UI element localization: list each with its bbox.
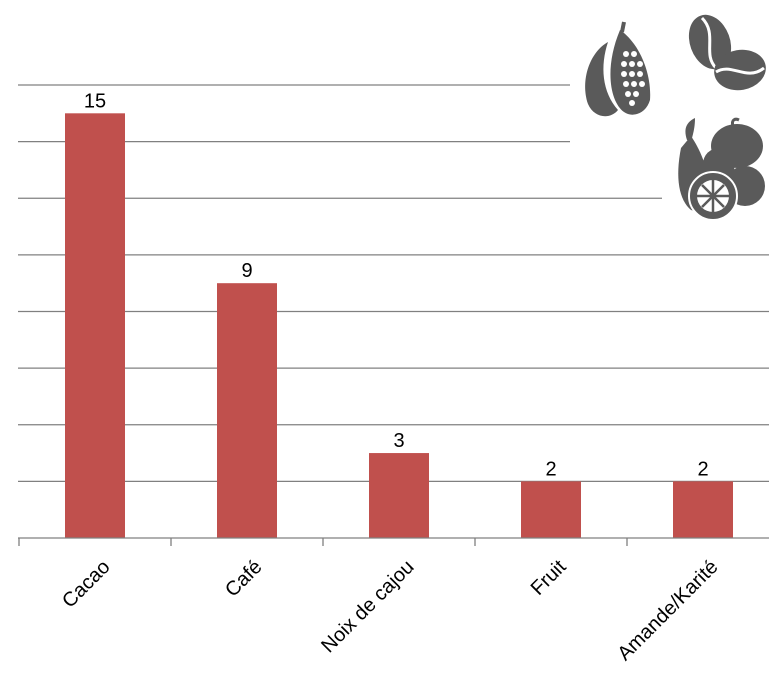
category-label: Amande/Karité — [613, 556, 722, 665]
category-label: Café — [221, 556, 266, 601]
data-label: 2 — [697, 458, 708, 480]
coffee-beans-icon — [688, 14, 766, 91]
category-label: Noix de cajou — [317, 556, 418, 657]
category-label: Fruit — [527, 556, 571, 600]
bar — [521, 481, 581, 538]
bars — [65, 113, 733, 538]
data-label: 2 — [545, 458, 556, 480]
x-axis — [18, 537, 769, 546]
data-label: 3 — [393, 430, 404, 452]
data-label: 9 — [241, 260, 252, 282]
bar — [65, 113, 125, 538]
bar — [673, 481, 733, 538]
fruits-icon — [678, 117, 765, 221]
bar — [369, 453, 429, 538]
bar — [217, 283, 277, 538]
data-label: 15 — [84, 90, 106, 112]
gridlines — [18, 84, 769, 483]
cacao-pod-icon — [585, 21, 651, 117]
category-labels: Cacao Café Noix de cajou Fruit Amande/Karité — [58, 556, 722, 665]
data-labels: 15 9 3 2 2 — [84, 90, 709, 480]
category-label: Cacao — [58, 556, 114, 612]
